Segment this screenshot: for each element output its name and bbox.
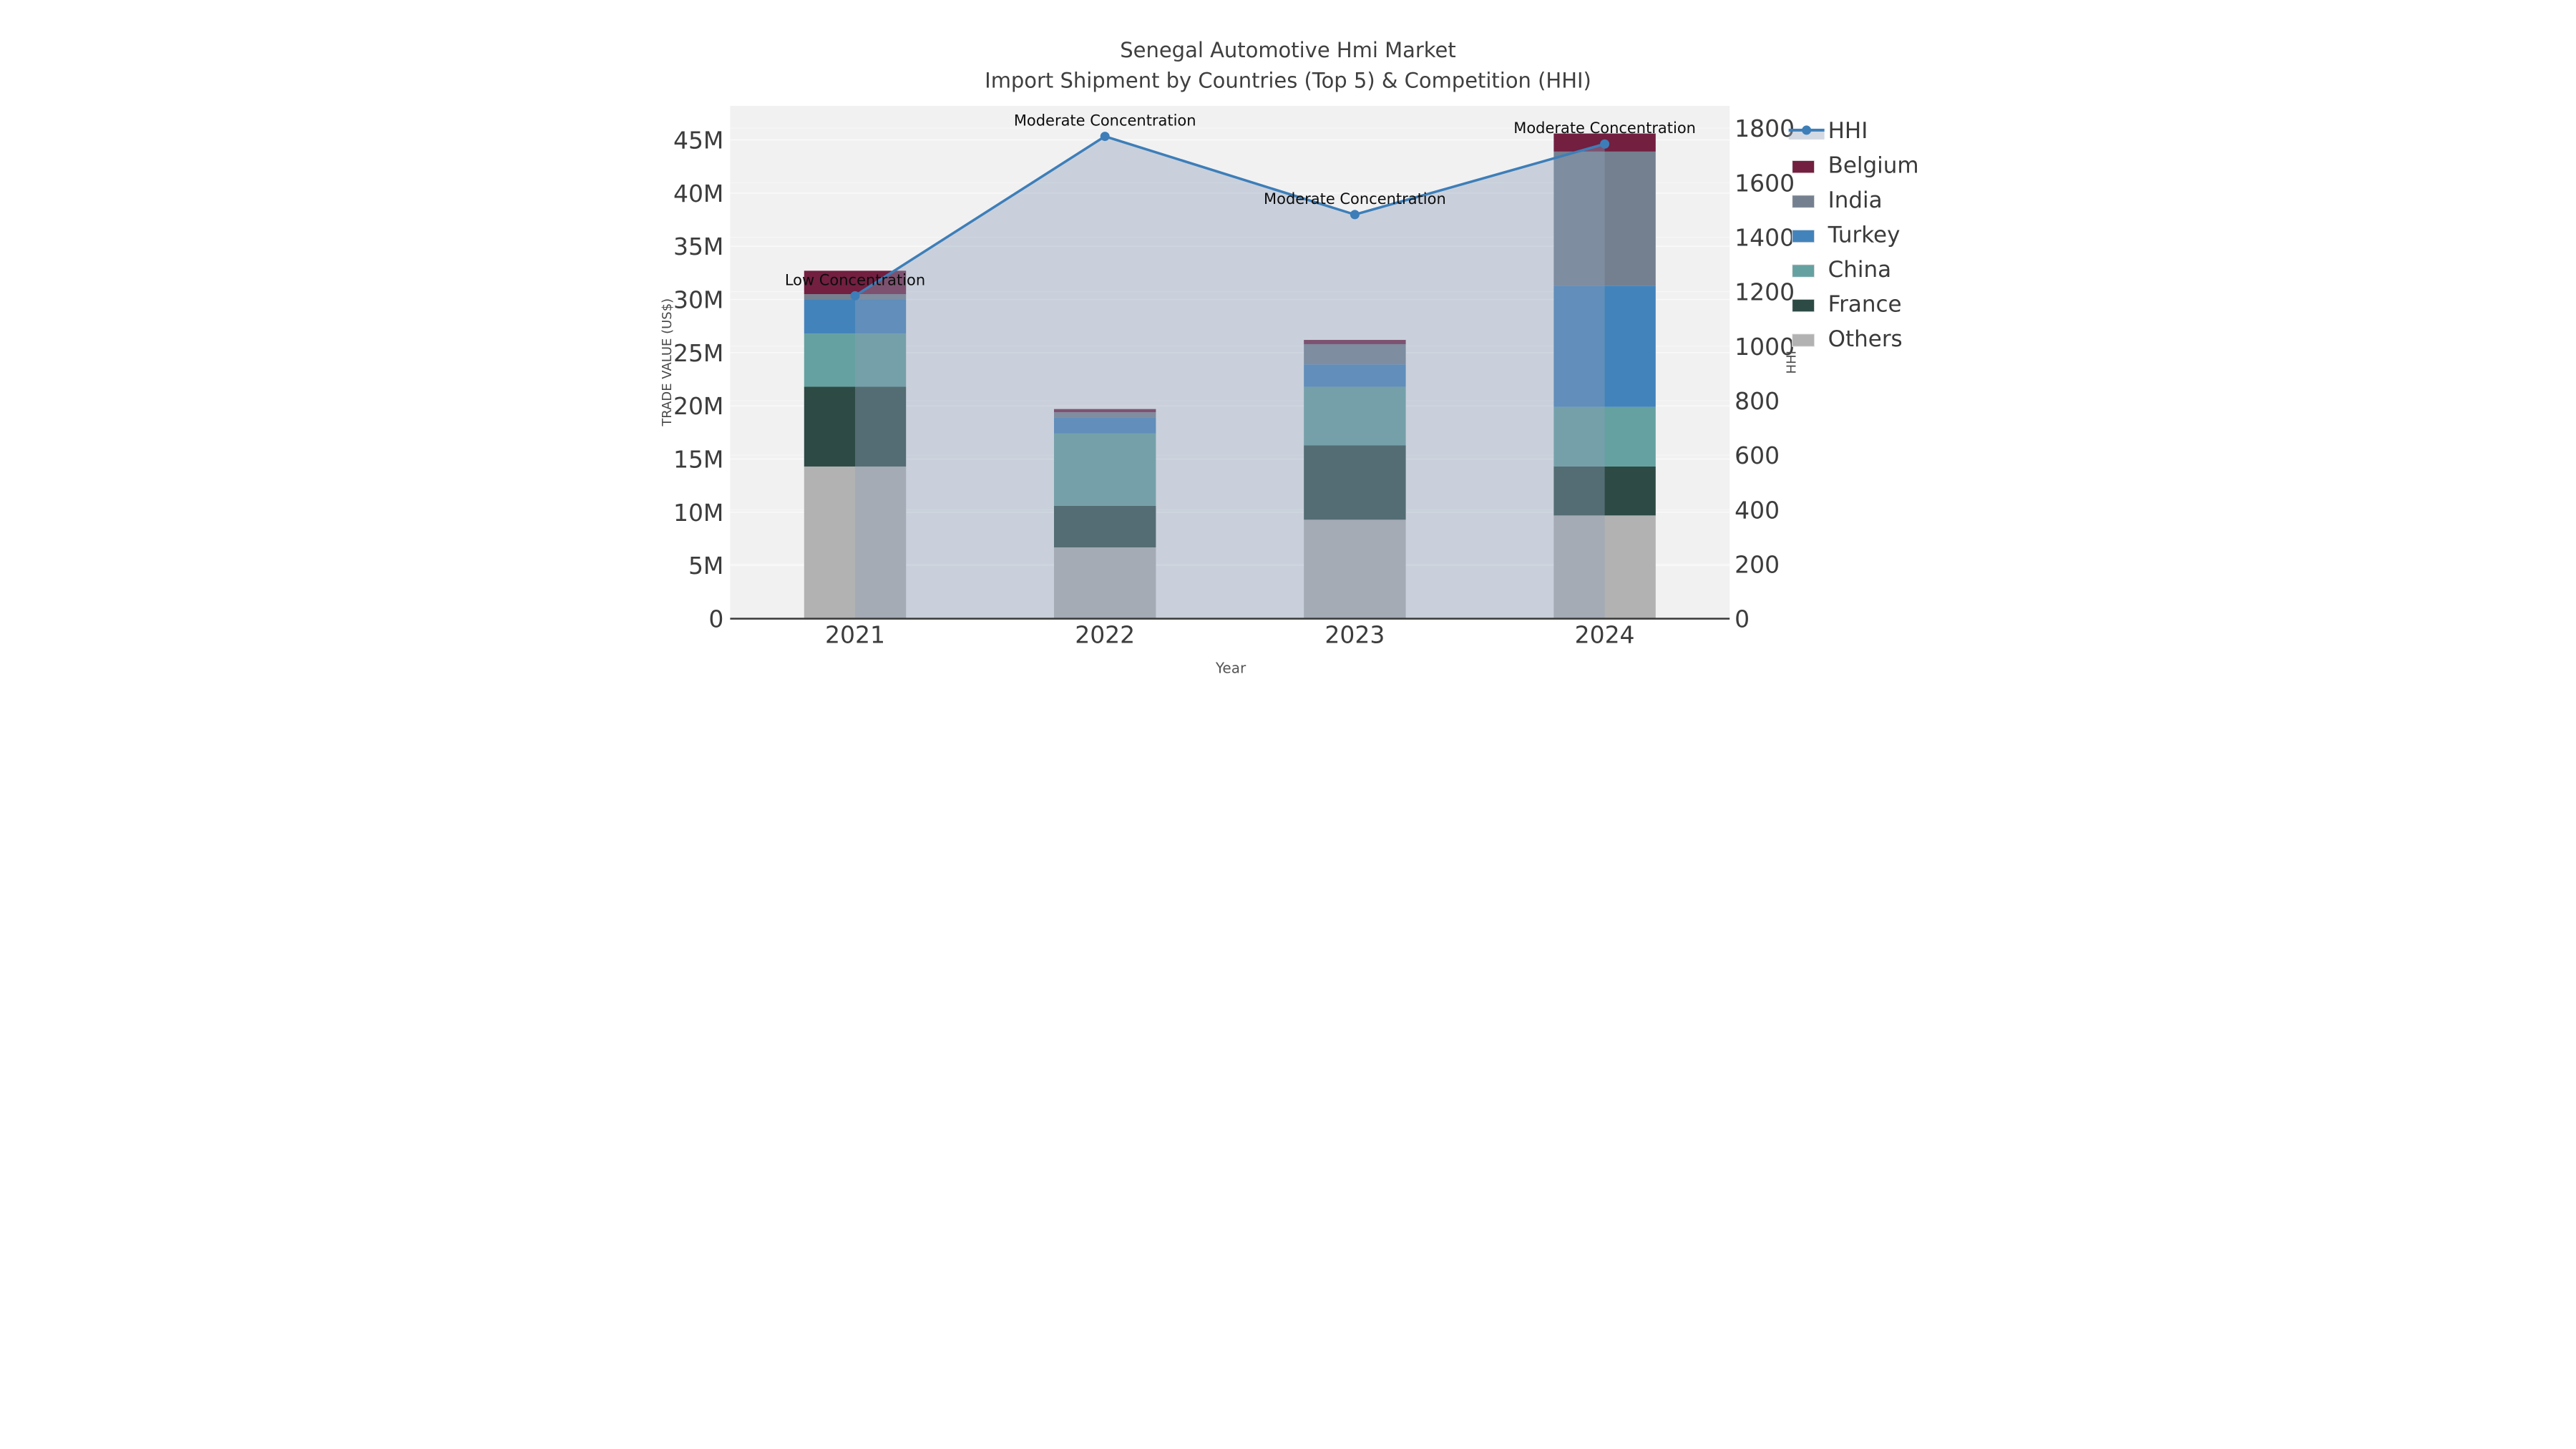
bar-segment-france-2023	[1304, 445, 1406, 520]
stacked-bars	[804, 133, 1656, 619]
bar-segment-china-2022	[1053, 433, 1156, 506]
figure: Senegal Automotive Hmi Market Import Shi…	[644, 0, 1932, 724]
legend-label-hhi: HHI	[1828, 118, 1868, 144]
bar-segment-china-2021	[804, 333, 907, 387]
legend-label-france: France	[1828, 291, 1902, 317]
bar-segment-others-2021	[804, 466, 907, 619]
legend-label-turkey: Turkey	[1828, 222, 1901, 248]
y-left-tick: 40M	[673, 180, 723, 208]
x-tick-2021: 2021	[825, 621, 885, 649]
x-tick-2024: 2024	[1575, 621, 1635, 649]
hhi-marker-2021	[850, 291, 860, 301]
y-left-tick: 0	[708, 605, 723, 633]
y-left-tick: 35M	[673, 233, 723, 260]
y-right-tick: 1000	[1735, 333, 1795, 361]
y-left-tick: 10M	[673, 499, 723, 527]
hhi-marker-2022	[1100, 132, 1110, 142]
y-left-tick: 15M	[673, 446, 723, 474]
bar-segment-turkey-2024	[1553, 286, 1656, 407]
hhi-polyline	[854, 135, 1606, 297]
chart-subtitle: Import Shipment by Countries (Top 5) & C…	[985, 68, 1591, 92]
hhi-area	[854, 136, 1605, 619]
x-axis-label: Year	[1215, 660, 1246, 677]
y-right-tick: 1400	[1735, 223, 1795, 251]
annotation-2021: Low Concentration	[785, 271, 925, 288]
y-right-tick: 400	[1735, 496, 1780, 524]
bar-segment-france-2021	[804, 386, 907, 467]
bar-segment-turkey-2023	[1304, 364, 1406, 387]
bar-segment-belgium-2023	[1304, 340, 1406, 344]
x-axis-ticks: 2021 2022 2023 2024	[825, 621, 1635, 649]
bar-segment-china-2024	[1553, 406, 1656, 467]
chart-title: Senegal Automotive Hmi Market	[1120, 38, 1455, 62]
y-left-tick: 45M	[673, 126, 723, 154]
y-left-tick: 5M	[688, 552, 723, 580]
y-left-axis-label: TRADE VALUE (US$)	[660, 298, 675, 427]
hhi-import-chart: Senegal Automotive Hmi Market Import Shi…	[660, 38, 1919, 677]
y-right-tick: 200	[1735, 550, 1780, 578]
y-left-tick: 25M	[673, 339, 723, 367]
bar-segment-others-2024	[1553, 515, 1656, 619]
bar-segment-france-2024	[1553, 466, 1656, 516]
legend-swatch-belgium	[1792, 160, 1815, 174]
hhi-marker-2024	[1600, 139, 1610, 149]
legend-hhi-area-sample	[1788, 130, 1825, 140]
x-tick-2023: 2023	[1324, 621, 1385, 649]
y-right-tick: 1800	[1735, 114, 1795, 142]
legend-label-others: Others	[1828, 326, 1903, 352]
hhi-line	[850, 132, 1610, 301]
y-right-axis-label: HHI	[1785, 351, 1800, 374]
bar-segment-others-2022	[1053, 547, 1156, 619]
legend-swatch-india	[1792, 195, 1815, 208]
bar-segment-india-2023	[1304, 343, 1406, 365]
left-axis-ticks: 0 5M 10M 15M 20M 25M 30M 35M 40M 45M	[673, 126, 723, 633]
y-right-tick: 1200	[1735, 278, 1795, 306]
annotation-2022: Moderate Concentration	[1014, 112, 1196, 130]
y-right-tick: 1600	[1735, 169, 1795, 197]
legend-label-belgium: Belgium	[1828, 152, 1919, 178]
legend-label-india: India	[1828, 187, 1883, 213]
bar-segment-belgium-2022	[1053, 409, 1156, 413]
y-right-tick: 800	[1735, 387, 1780, 415]
bar-segment-india-2022	[1053, 412, 1156, 418]
bar-segment-china-2023	[1304, 386, 1406, 446]
x-tick-2022: 2022	[1075, 621, 1135, 649]
bar-segment-turkey-2021	[804, 299, 907, 334]
hhi-marker-2023	[1350, 210, 1360, 220]
legend-swatch-turkey	[1792, 229, 1815, 243]
y-right-tick: 0	[1735, 605, 1750, 633]
y-left-tick: 20M	[673, 392, 723, 420]
legend-swatch-china	[1792, 264, 1815, 278]
legend-swatch-others	[1792, 333, 1815, 347]
right-axis-ticks: 0 200 400 600 800 1000 1200 1400 1600 1800	[1735, 114, 1795, 633]
legend-label-china: China	[1828, 257, 1891, 283]
bar-segment-turkey-2022	[1053, 417, 1156, 434]
y-left-tick: 30M	[673, 286, 723, 314]
bar-segment-others-2023	[1304, 519, 1406, 619]
annotation-2024: Moderate Concentration	[1513, 119, 1696, 137]
legend-swatch-france	[1792, 298, 1815, 313]
bar-segment-india-2024	[1553, 151, 1656, 286]
legend: HHI Belgium India Turkey China France Others	[1788, 118, 1919, 352]
bar-segment-france-2022	[1053, 505, 1156, 547]
hhi-area-fill	[854, 136, 1605, 619]
legend-hhi-marker-sample	[1802, 125, 1812, 135]
annotation-2023: Moderate Concentration	[1264, 190, 1446, 208]
annotations: Low Concentration Moderate Concentration M…	[785, 112, 1696, 289]
y-right-tick: 600	[1735, 441, 1780, 469]
